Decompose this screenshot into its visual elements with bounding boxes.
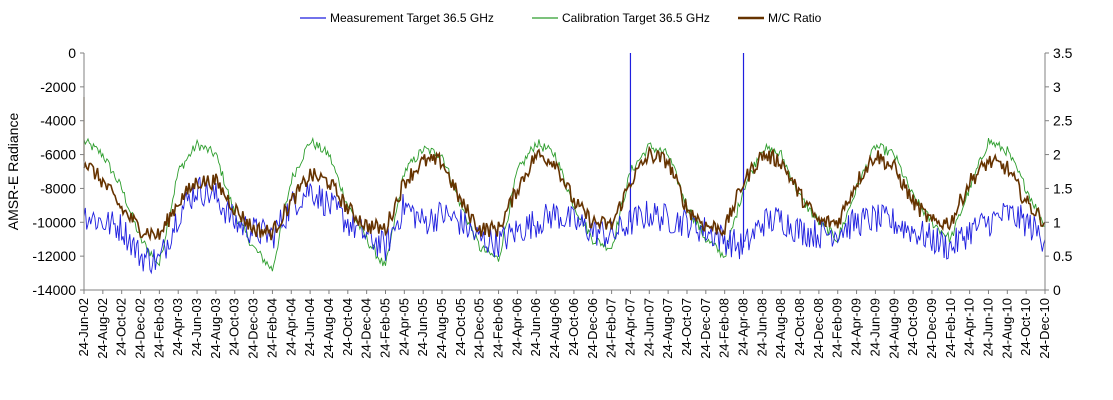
y-axis-right: 3.5 3 2.5 2 1.5 1 0.5 0 [1045, 45, 1073, 298]
x-tick-label: 24-Apr-06 [509, 298, 524, 356]
x-tick-label: 24-Oct-06 [566, 298, 581, 356]
x-tick-label: 24-Oct-05 [453, 298, 468, 356]
x-tick-label: 24-Feb-10 [943, 298, 958, 358]
y-axis-title: AMSR-E Radiance [5, 113, 21, 231]
x-tick-label: 24-Dec-08 [811, 298, 826, 359]
x-tick-label: 24-Oct-10 [1018, 298, 1033, 356]
y-axis-left: 0 -2000 -4000 -6000 -8000 -10000 -12000 -14000 [32, 45, 84, 298]
x-tick-label: 24-Oct-02 [114, 298, 129, 356]
x-tick-label: 24-Oct-07 [679, 298, 694, 356]
series-layer [83, 53, 1046, 275]
legend-label: Calibration Target 36.5 GHz [562, 11, 710, 25]
x-tick-label: 24-Feb-05 [377, 298, 392, 358]
x-tick-label: 24-Aug-09 [886, 298, 901, 359]
x-tick-label: 24-Feb-09 [830, 298, 845, 358]
x-tick-label: 24-Jun-03 [189, 298, 204, 357]
x-tick-label: 24-Oct-09 [905, 298, 920, 356]
x-tick-label: 24-Dec-04 [359, 298, 374, 359]
x-tick-label: 24-Jun-07 [641, 298, 656, 357]
x-tick-label: 24-Aug-04 [321, 298, 336, 359]
x-tick-label: 24-Aug-06 [547, 298, 562, 359]
legend-label: Measurement Target 36.5 GHz [330, 11, 494, 25]
x-tick-label: 24-Dec-03 [246, 298, 261, 359]
y2-tick-label: 1 [1053, 214, 1061, 230]
legend-label: M/C Ratio [768, 11, 822, 25]
x-tick-label: 24-Feb-07 [604, 298, 619, 358]
x-tick-label: 24-Dec-05 [472, 298, 487, 359]
y-tick-label: 0 [68, 45, 76, 61]
series-0 [83, 53, 1046, 275]
x-tick-label: 24-Apr-10 [962, 298, 977, 356]
y-tick-label: -14000 [32, 282, 76, 298]
x-tick-label: 24-Feb-03 [151, 298, 166, 358]
x-tick-label: 24-Jun-06 [528, 298, 543, 357]
x-tick-label: 24-Jun-10 [980, 298, 995, 357]
y-tick-label: -12000 [32, 248, 76, 264]
y-tick-label: -8000 [40, 180, 76, 196]
y2-tick-label: 3 [1053, 79, 1061, 95]
x-tick-label: 24-Oct-08 [792, 298, 807, 356]
x-tick-label: 24-Dec-07 [698, 298, 713, 359]
y2-tick-label: 0 [1053, 282, 1061, 298]
x-tick-label: 24-Aug-02 [95, 298, 110, 359]
x-tick-label: 24-Apr-05 [396, 298, 411, 356]
x-tick-label: 24-Jun-05 [415, 298, 430, 357]
x-tick-label: 24-Aug-10 [999, 298, 1014, 359]
legend-item: M/C Ratio [738, 11, 822, 25]
legend-item: Measurement Target 36.5 GHz [300, 11, 494, 25]
y-tick-label: -10000 [32, 214, 76, 230]
x-axis: 24-Jun-02 24-Aug-02 24-Oct-02 24-Dec-02 24-F… [76, 290, 1052, 359]
x-tick-label: 24-Dec-06 [585, 298, 600, 359]
y2-tick-label: 1.5 [1053, 180, 1073, 196]
x-tick-label: 24-Apr-03 [170, 298, 185, 356]
chart-legend: Measurement Target 36.5 GHz Calibration T… [300, 11, 822, 25]
x-tick-label: 24-Aug-03 [208, 298, 223, 359]
y-tick-label: -2000 [40, 79, 76, 95]
x-tick-label: 24-Jun-02 [76, 298, 91, 357]
x-tick-label: 24-Feb-08 [717, 298, 732, 358]
axes-layer [83, 53, 1046, 291]
y2-tick-label: 0.5 [1053, 248, 1073, 264]
x-tick-label: 24-Apr-09 [849, 298, 864, 356]
x-tick-label: 24-Feb-06 [491, 298, 506, 358]
x-tick-label: 24-Aug-05 [434, 298, 449, 359]
x-tick-label: 24-Feb-04 [264, 298, 279, 358]
y2-tick-label: 3.5 [1053, 45, 1073, 61]
x-tick-label: 24-Jun-09 [867, 298, 882, 357]
x-tick-label: 24-Dec-10 [1037, 298, 1052, 359]
x-tick-label: 24-Apr-08 [736, 298, 751, 356]
x-tick-label: 24-Jun-08 [754, 298, 769, 357]
legend-item: Calibration Target 36.5 GHz [532, 11, 710, 25]
x-tick-label: 24-Oct-03 [227, 298, 242, 356]
x-tick-label: 24-Apr-07 [622, 298, 637, 356]
series-line [83, 145, 1046, 242]
x-tick-label: 24-Aug-08 [773, 298, 788, 359]
x-tick-label: 24-Oct-04 [340, 298, 355, 356]
y2-tick-label: 2.5 [1053, 113, 1073, 129]
x-tick-label: 24-Jun-04 [302, 298, 317, 357]
y-tick-label: -4000 [40, 113, 76, 129]
x-tick-label: 24-Dec-02 [133, 298, 148, 359]
x-tick-label: 24-Dec-09 [924, 298, 939, 359]
x-tick-label: 24-Apr-04 [283, 298, 298, 356]
y2-tick-label: 2 [1053, 147, 1061, 163]
x-tick-label: 24-Aug-07 [660, 298, 675, 359]
y-tick-label: -6000 [40, 147, 76, 163]
